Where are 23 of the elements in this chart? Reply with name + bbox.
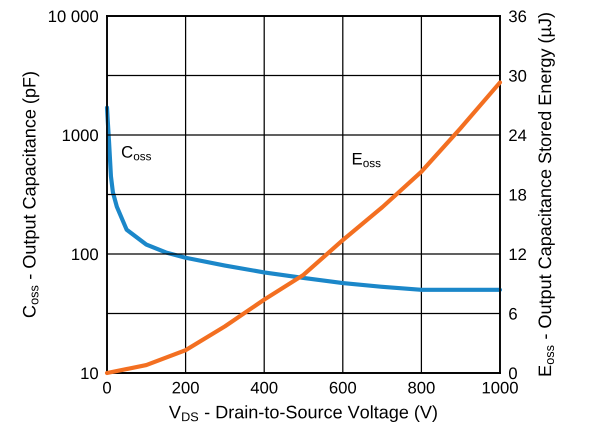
y2-tick-label: 36	[508, 10, 526, 22]
series-label: C$_{oss}$	[122, 146, 152, 160]
x-tick-label: 600	[330, 382, 356, 394]
y-tick-label: 100	[72, 248, 98, 260]
series-label: E$_{oss}$	[352, 152, 381, 168]
y-axis-title: C$_{oss}$ - Output Capacitance (pF)	[22, 72, 40, 318]
y2-tick-label: 6	[509, 308, 517, 320]
x-tick-label: 400	[250, 382, 278, 394]
y-tick-label: 10	[81, 367, 98, 380]
line-series	[104, 105, 502, 292]
y-tick-label: 1000	[62, 129, 98, 142]
x-axis-title: V$_{DS}$ - Drain-to-Source Voltage (V)	[168, 405, 437, 422]
y2-tick-label: 18	[510, 188, 526, 201]
y2-tick-label: 0	[508, 367, 517, 380]
y-tick-label: 10 000	[48, 10, 98, 22]
y2-tick-label: 30	[508, 70, 526, 82]
x-tick-label: 200	[172, 382, 199, 394]
y2-axis-title: E$_{oss}$ - Output Capacitance Stored Energy (µJ)	[538, 13, 555, 376]
x-tick-label: 0	[103, 382, 111, 394]
y2-tick-label: 24	[509, 129, 526, 142]
x-tick-label: 1000	[482, 382, 518, 394]
x-tick-label: 800	[408, 382, 435, 394]
y2-tick-label: 12	[510, 248, 526, 260]
